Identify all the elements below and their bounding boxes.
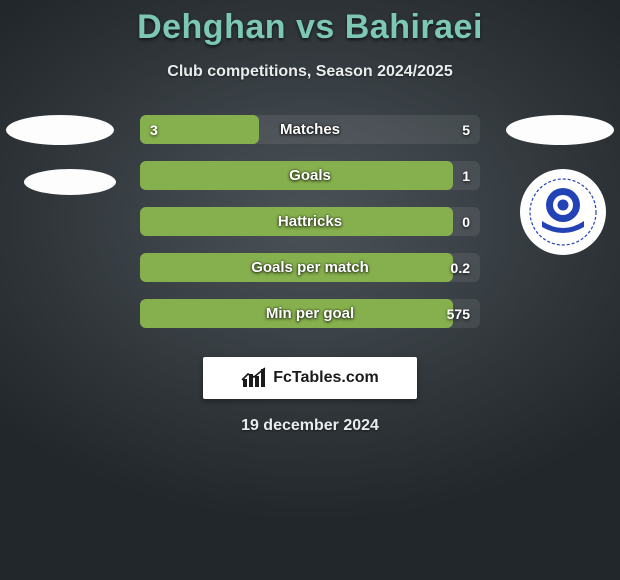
bar-right-value: 5	[462, 115, 470, 144]
bar-fill	[140, 115, 259, 144]
player-right-ellipse	[506, 115, 614, 145]
bar-row-matches: 3 Matches 5	[140, 115, 480, 144]
bar-fill	[140, 161, 453, 190]
bar-row-goals-per-match: Goals per match 0.2	[140, 253, 480, 282]
player-left-ellipse-1	[6, 115, 114, 145]
date-label: 19 december 2024	[0, 417, 620, 435]
bar-fill	[140, 299, 453, 328]
bar-row-hattricks: Hattricks 0	[140, 207, 480, 236]
bar-chart-icon	[241, 367, 267, 389]
bar-fill	[140, 253, 453, 282]
club-crest-icon	[528, 177, 598, 247]
bar-right-value: 0	[462, 207, 470, 236]
player-left-ellipse-2	[24, 169, 116, 195]
bars-container: 3 Matches 5 Goals 1 Hattricks 0 Goals pe…	[140, 115, 480, 328]
bar-right-value: 0.2	[451, 253, 470, 282]
bar-row-goals: Goals 1	[140, 161, 480, 190]
source-badge[interactable]: FcTables.com	[203, 357, 417, 399]
subtitle: Club competitions, Season 2024/2025	[0, 63, 620, 81]
page-title: Dehghan vs Bahiraei	[0, 8, 620, 47]
comparison-chart: 3 Matches 5 Goals 1 Hattricks 0 Goals pe…	[0, 115, 620, 335]
content-wrapper: Dehghan vs Bahiraei Club competitions, S…	[0, 0, 620, 435]
bar-right-value: 1	[462, 161, 470, 190]
badge-text: FcTables.com	[273, 369, 379, 387]
bar-row-min-per-goal: Min per goal 575	[140, 299, 480, 328]
bar-fill	[140, 207, 453, 236]
player-right-club-logo	[520, 169, 606, 255]
